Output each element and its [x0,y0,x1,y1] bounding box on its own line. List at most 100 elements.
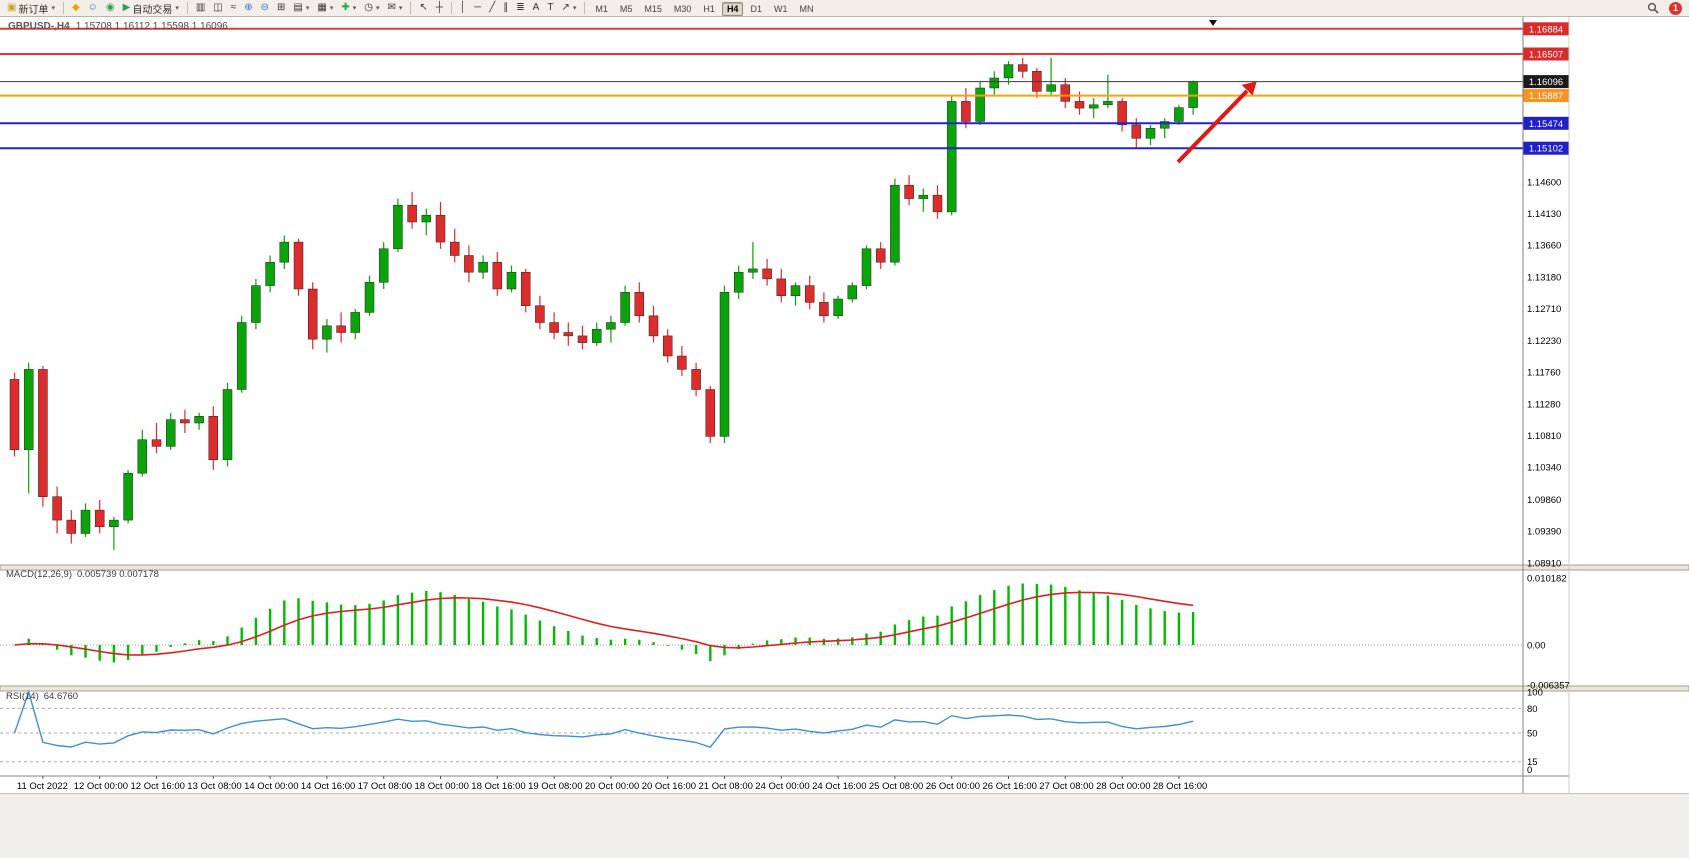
timeframe-m1[interactable]: M1 [595,4,608,14]
timeframe-m30[interactable]: M30 [673,4,692,14]
tile-windows-button[interactable]: ⊞ [273,0,289,17]
price-tags: 1.16884 1.16507 1.16096 1.15887 1.15474 1.151… [1523,22,1569,155]
toolbar-separator [584,2,586,14]
svg-text:1.14130: 1.14130 [1527,209,1561,220]
search-button[interactable] [1643,0,1663,17]
sound-button[interactable]: ◉ [102,0,119,17]
zoom-in-button[interactable]: ⊕ [240,0,256,17]
crosshair-button[interactable]: ┼ [432,0,447,17]
svg-text:11 Oct 2022: 11 Oct 2022 [17,781,68,792]
svg-text:1.16507: 1.16507 [1529,50,1563,61]
cursor-icon: ↖ [419,2,428,13]
rsi-line [13,689,1194,749]
sound-icon: ◉ [105,2,115,13]
chevron-down-icon: ▾ [376,5,380,12]
svg-text:1.10340: 1.10340 [1527,463,1561,474]
horizontal-line-button[interactable]: ─ [470,0,485,17]
svg-text:1.10810: 1.10810 [1527,431,1561,442]
svg-text:1.15102: 1.15102 [1529,144,1563,155]
candles-layer [9,57,1198,551]
arrows-button[interactable]: ↗ ▾ [557,0,580,17]
svg-text:1.15474: 1.15474 [1529,119,1563,130]
new-order-label: 新订单 [18,4,49,16]
timeframe-mn[interactable]: MN [799,4,814,14]
profile-icon: ☺ [87,2,98,13]
svg-text:1.16096: 1.16096 [1529,77,1563,88]
new-order-button[interactable]: ▣ 新订单 ▾ [3,0,59,17]
clock-icon: ◷ [364,2,373,13]
trendline-button[interactable]: ╱ [485,0,499,17]
chevron-down-icon: ▾ [305,5,310,12]
cursor-button[interactable]: ↖ [415,0,431,17]
channel-button[interactable]: ∥ [499,0,512,17]
svg-text:1.11760: 1.11760 [1527,368,1561,379]
svg-text:25 Oct 08:00: 25 Oct 08:00 [869,781,923,792]
svg-text:12 Oct 16:00: 12 Oct 16:00 [131,781,185,792]
panel-separators [0,564,1689,692]
autotrading-label: 自动交易 [132,4,173,16]
zoom-out-button[interactable]: ⊖ [257,0,273,17]
text-button[interactable]: A [529,0,544,17]
timeframe-d1[interactable]: D1 [750,4,762,14]
crosshair-icon: ┼ [435,2,443,13]
svg-text:1.13180: 1.13180 [1527,272,1561,283]
svg-text:14 Oct 16:00: 14 Oct 16:00 [301,781,355,792]
chart-shift-button[interactable]: ▦ ▾ [313,0,337,17]
rsi-axis-labels: 100 80 50 150 [1527,688,1543,777]
zoom-in-icon: ⊕ [244,2,253,13]
svg-text:1.12710: 1.12710 [1527,304,1561,315]
timeframe-m5[interactable]: M5 [619,4,633,14]
svg-text:27 Oct 08:00: 27 Oct 08:00 [1039,781,1093,792]
line-chart-icon: ≈ [230,2,237,13]
chart-canvas[interactable]: 11 Oct 2022 12 Oct 00:00 12 Oct 16:00 13 Oc… [0,17,1689,793]
bar-chart-button[interactable]: ▥ [192,0,209,17]
profile-button[interactable]: ☺ [84,0,102,17]
svg-text:0.00: 0.00 [1527,641,1546,652]
text-label-button[interactable]: T [543,0,557,17]
channel-icon: ∥ [503,2,509,13]
svg-text:28 Oct 00:00: 28 Oct 00:00 [1096,781,1150,792]
svg-text:21 Oct 08:00: 21 Oct 08:00 [699,781,753,792]
svg-text:17 Oct 08:00: 17 Oct 08:00 [358,781,412,792]
candlestick-chart-button[interactable]: ◫ [209,0,226,17]
hlines-layer [0,27,1523,150]
bar-chart-icon: ▥ [195,2,206,13]
timeframe-h4[interactable]: H4 [721,2,744,16]
line-chart-button[interactable]: ≈ [227,0,241,17]
fibonacci-button[interactable]: ≣ [512,0,528,17]
metaeditor-button[interactable]: ◆ [68,0,84,17]
timeframe-w1[interactable]: W1 [773,4,788,14]
chevron-down-icon: ▾ [51,5,55,12]
svg-text:1.12230: 1.12230 [1527,336,1561,347]
notification-badge[interactable]: 1 [1669,1,1682,15]
auto-scroll-icon: ▤ [293,2,303,13]
scroll-marker-icon [1209,20,1217,26]
macd-histogram [27,583,1195,663]
svg-text:19 Oct 08:00: 19 Oct 08:00 [528,781,582,792]
timeframe-group: M1 M5 M15 M30 H1 H4 D1 W1 MN [589,0,819,17]
indicators-icon: ✚ [341,2,350,13]
indicators-button[interactable]: ✚ ▾ [337,0,360,17]
periods-button[interactable]: ◷ ▾ [360,0,383,17]
autotrading-button[interactable]: ▶ 自动交易 ▾ [119,0,183,17]
svg-text:80: 80 [1527,704,1538,715]
svg-text:1.09860: 1.09860 [1527,495,1561,506]
tile-windows-icon: ⊞ [277,2,286,13]
svg-text:1.16884: 1.16884 [1529,24,1563,35]
vertical-line-button[interactable]: │ [456,0,470,17]
auto-scroll-button[interactable]: ▤ ▾ [289,0,313,17]
chart-window[interactable]: 11 Oct 2022 12 Oct 00:00 12 Oct 16:00 13 Oc… [0,17,1689,793]
autotrading-icon: ▶ [122,2,131,13]
svg-text:26 Oct 16:00: 26 Oct 16:00 [983,781,1037,792]
svg-text:50: 50 [1527,729,1538,740]
templates-button[interactable]: ✉ ▾ [384,0,407,17]
chevron-down-icon: ▾ [352,5,357,12]
toolbar-separator [186,2,188,14]
svg-text:20 Oct 16:00: 20 Oct 16:00 [642,781,696,792]
svg-text:20 Oct 00:00: 20 Oct 00:00 [585,781,639,792]
chevron-down-icon: ▾ [572,5,577,12]
candlestick-chart-icon: ◫ [213,2,223,13]
timeframe-h1[interactable]: H1 [703,4,715,14]
chevron-down-icon: ▾ [175,5,179,12]
timeframe-m15[interactable]: M15 [644,4,662,14]
